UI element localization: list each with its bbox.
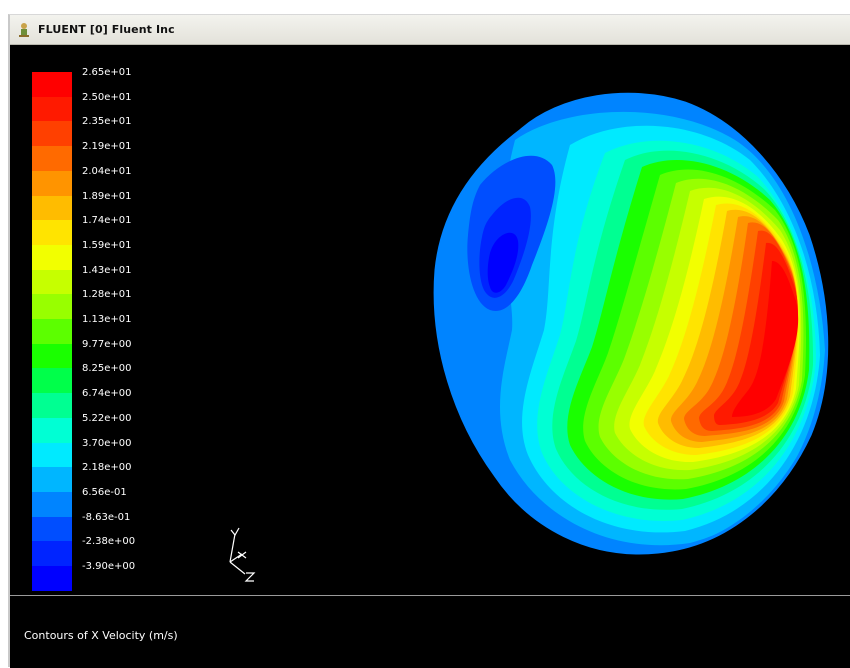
legend-label: -2.38e+00 (82, 536, 136, 548)
legend-swatch (32, 393, 72, 419)
axes-triad (229, 527, 256, 582)
console-area: Contours of X Velocity (m/s) (10, 601, 850, 668)
legend-label: 5.22e+00 (82, 412, 132, 424)
fluent-app-icon (16, 22, 32, 38)
legend-swatch (32, 220, 72, 246)
legend-swatch (32, 72, 72, 97)
legend-label: 3.70e+00 (82, 437, 132, 449)
console-divider[interactable] (10, 595, 850, 601)
legend-label: 6.56e-01 (82, 486, 127, 498)
legend-swatch (32, 442, 72, 468)
plot-caption: Contours of X Velocity (m/s) (24, 629, 178, 642)
fluent-window: FLUENT [0] Fluent Inc 2.65e+01 2.50e+01 2.… (8, 14, 850, 668)
legend-label: 1.74e+01 (82, 215, 132, 227)
legend-swatch (32, 244, 72, 270)
window-title: FLUENT [0] Fluent Inc (38, 23, 175, 36)
legend-label: -8.63e-01 (82, 511, 131, 523)
graphics-display[interactable]: 2.65e+01 2.50e+01 2.35e+01 2.19e+01 2.04e+01… (10, 45, 850, 601)
legend-swatch (32, 343, 72, 369)
legend-swatch (32, 467, 72, 493)
legend-swatch (32, 319, 72, 344)
legend-label: 1.89e+01 (82, 190, 132, 202)
legend-swatch (32, 195, 72, 221)
velocity-contours (435, 94, 827, 553)
legend-label: 6.74e+00 (82, 388, 132, 400)
legend-swatch (32, 417, 72, 443)
legend-label: 1.13e+01 (82, 314, 132, 325)
legend-label: 2.50e+01 (82, 91, 132, 103)
legend-swatch (32, 516, 72, 542)
legend-label: 1.59e+01 (82, 239, 132, 251)
legend-swatch (32, 269, 72, 295)
legend-label: 2.04e+01 (82, 165, 132, 177)
legend-label: -3.90e+00 (82, 561, 136, 572)
legend-swatch (32, 146, 72, 172)
legend-swatch (32, 96, 72, 122)
legend-swatch (32, 121, 72, 147)
legend-swatch (32, 294, 72, 320)
legend-swatch (32, 541, 72, 567)
legend-label: 1.43e+01 (82, 264, 132, 276)
legend-label: 9.77e+00 (82, 338, 132, 350)
legend-label: 2.35e+01 (82, 116, 132, 128)
legend-label: 2.65e+01 (82, 67, 132, 78)
legend-swatch (32, 170, 72, 196)
contour-plot (433, 92, 829, 555)
legend-swatch (32, 566, 72, 591)
legend-label: 8.25e+00 (82, 363, 132, 375)
legend-label: 1.28e+01 (82, 289, 132, 301)
title-bar[interactable]: FLUENT [0] Fluent Inc (10, 15, 850, 45)
legend-swatch (32, 491, 72, 517)
legend-label: 2.18e+00 (82, 462, 132, 474)
legend-label: 2.19e+01 (82, 141, 132, 153)
legend-swatch (32, 368, 72, 394)
